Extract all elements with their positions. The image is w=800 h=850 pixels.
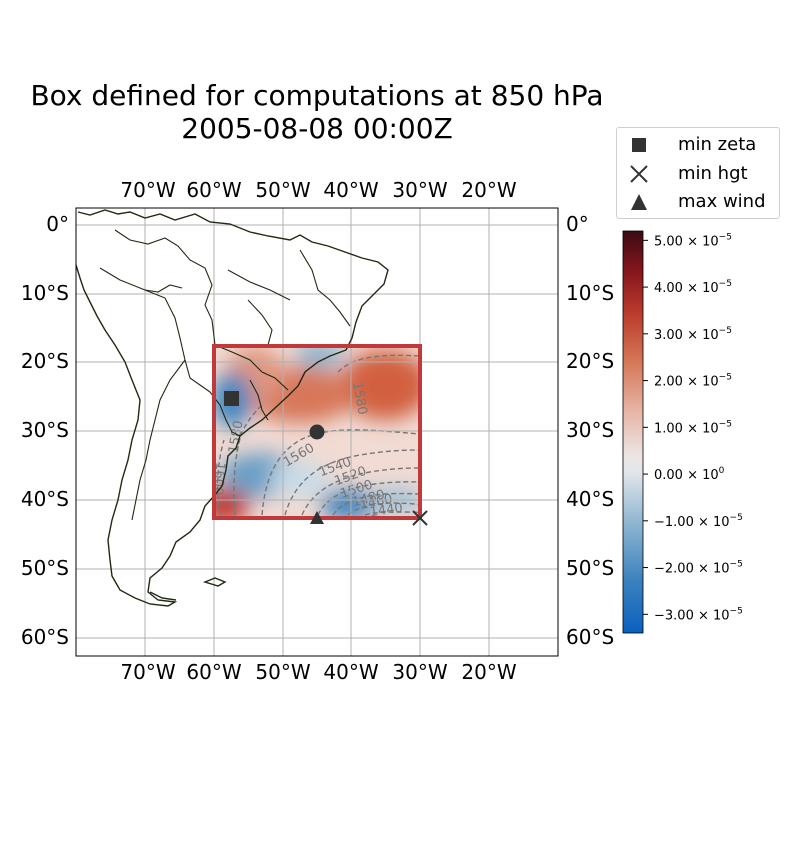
- lat-tick-label: 40°S: [21, 487, 69, 511]
- colorbar-tick-label: 4.00 × 10−5: [654, 279, 732, 296]
- lat-tick-label: 30°S: [21, 418, 69, 442]
- map-figure: 1580 1580 1600 1560 1540 1520 1500 1480 …: [21, 178, 614, 684]
- lat-labels-left: 0° 10°S 20°S 30°S 40°S 50°S 60°S: [21, 212, 69, 649]
- colorbar-tick-label: 5.00 × 10−5: [654, 232, 732, 249]
- colorbar-tick-label: −1.00 × 10−5: [654, 513, 743, 530]
- colorbar-tick-label: −2.00 × 10−5: [654, 560, 743, 577]
- lat-tick-label: 0°: [46, 212, 69, 236]
- contour-label: 1440: [369, 501, 404, 520]
- tierra-del-fuego: [149, 591, 177, 601]
- colorbar-tick-label: 0.00 × 100: [654, 466, 725, 483]
- colorbar-tick-label: 1.00 × 10−5: [654, 419, 732, 436]
- lon-tick-label: 50°W: [255, 178, 310, 202]
- contour-label: 1580: [226, 419, 247, 454]
- lon-tick-label: 20°W: [461, 178, 516, 202]
- lat-tick-label: 30°S: [566, 418, 614, 442]
- colorbar-tick-label: 3.00 × 10−5: [654, 326, 732, 343]
- lat-tick-label: 50°S: [21, 556, 69, 580]
- center-marker: [309, 424, 325, 440]
- legend-item-max-wind: max wind: [617, 190, 781, 214]
- contour-label: 1580: [349, 381, 370, 416]
- contour-labels: 1580 1580 1600 1560 1540 1520 1500 1480 …: [210, 381, 404, 520]
- contour-label: 1600: [210, 461, 228, 495]
- lon-labels-top: 70°W 60°W 50°W 40°W 30°W 20°W: [120, 178, 516, 202]
- lat-tick-label: 10°S: [566, 281, 614, 305]
- lon-tick-label: 20°W: [461, 660, 516, 684]
- x-marker-icon: [630, 165, 648, 183]
- lon-tick-label: 60°W: [186, 660, 241, 684]
- lat-tick-label: 40°S: [566, 487, 614, 511]
- lat-tick-label: 60°S: [21, 625, 69, 649]
- triangle-marker-icon: [631, 194, 647, 210]
- square-marker-icon: [632, 138, 646, 152]
- lat-labels-right: 0° 10°S 20°S 30°S 40°S 50°S 60°S: [566, 212, 614, 649]
- lon-labels-bottom: 70°W 60°W 50°W 40°W 30°W 20°W: [120, 660, 516, 684]
- colorbar-tick-label: 2.00 × 10−5: [654, 373, 732, 390]
- south-america-outline: [76, 209, 389, 607]
- colorbar: 5.00 × 10−5 4.00 × 10−5 3.00 × 10−5 2.00 × …: [622, 230, 743, 634]
- max-wind-marker: [310, 511, 324, 524]
- country-borders: [99, 229, 351, 521]
- lon-tick-label: 40°W: [323, 660, 378, 684]
- legend-box: min zeta min hgt max wind: [616, 127, 780, 219]
- lon-tick-label: 30°W: [392, 660, 447, 684]
- vorticity-field: 1580 1580 1600 1560 1540 1520 1500 1480 …: [210, 346, 420, 520]
- legend-label-min-hgt: min hgt: [678, 163, 748, 184]
- lat-tick-label: 0°: [566, 212, 589, 236]
- colorbar-ticks: 5.00 × 10−5 4.00 × 10−5 3.00 × 10−5 2.00 × …: [643, 232, 743, 623]
- min-zeta-marker: [224, 391, 239, 406]
- legend-label-max-wind: max wind: [678, 191, 766, 212]
- lat-tick-label: 50°S: [566, 556, 614, 580]
- lon-tick-label: 60°W: [186, 178, 241, 202]
- min-hgt-marker: [412, 510, 428, 526]
- lon-tick-label: 40°W: [323, 178, 378, 202]
- lat-tick-label: 20°S: [21, 349, 69, 373]
- map-frame: [75, 207, 559, 657]
- lon-tick-label: 70°W: [120, 660, 175, 684]
- lon-tick-label: 30°W: [392, 178, 447, 202]
- legend-item-min-zeta: min zeta: [617, 133, 781, 157]
- title-line-2: 2005-08-08 00:00Z: [181, 112, 453, 145]
- falkland-islands: [202, 577, 227, 587]
- title-line-1: Box defined for computations at 850 hPa: [30, 79, 604, 112]
- lat-tick-label: 60°S: [566, 625, 614, 649]
- lon-tick-label: 50°W: [255, 660, 310, 684]
- lat-tick-label: 10°S: [21, 281, 69, 305]
- colorbar-gradient: [622, 230, 644, 634]
- contour-label: 1460: [358, 492, 393, 514]
- height-contours: [216, 354, 420, 516]
- colorbar-tick-label: −3.00 × 10−5: [654, 606, 743, 623]
- coastlines: [76, 209, 389, 607]
- lat-tick-label: 20°S: [566, 349, 614, 373]
- legend-label-min-zeta: min zeta: [678, 134, 757, 155]
- legend-item-min-hgt: min hgt: [617, 162, 781, 186]
- lon-tick-label: 70°W: [120, 178, 175, 202]
